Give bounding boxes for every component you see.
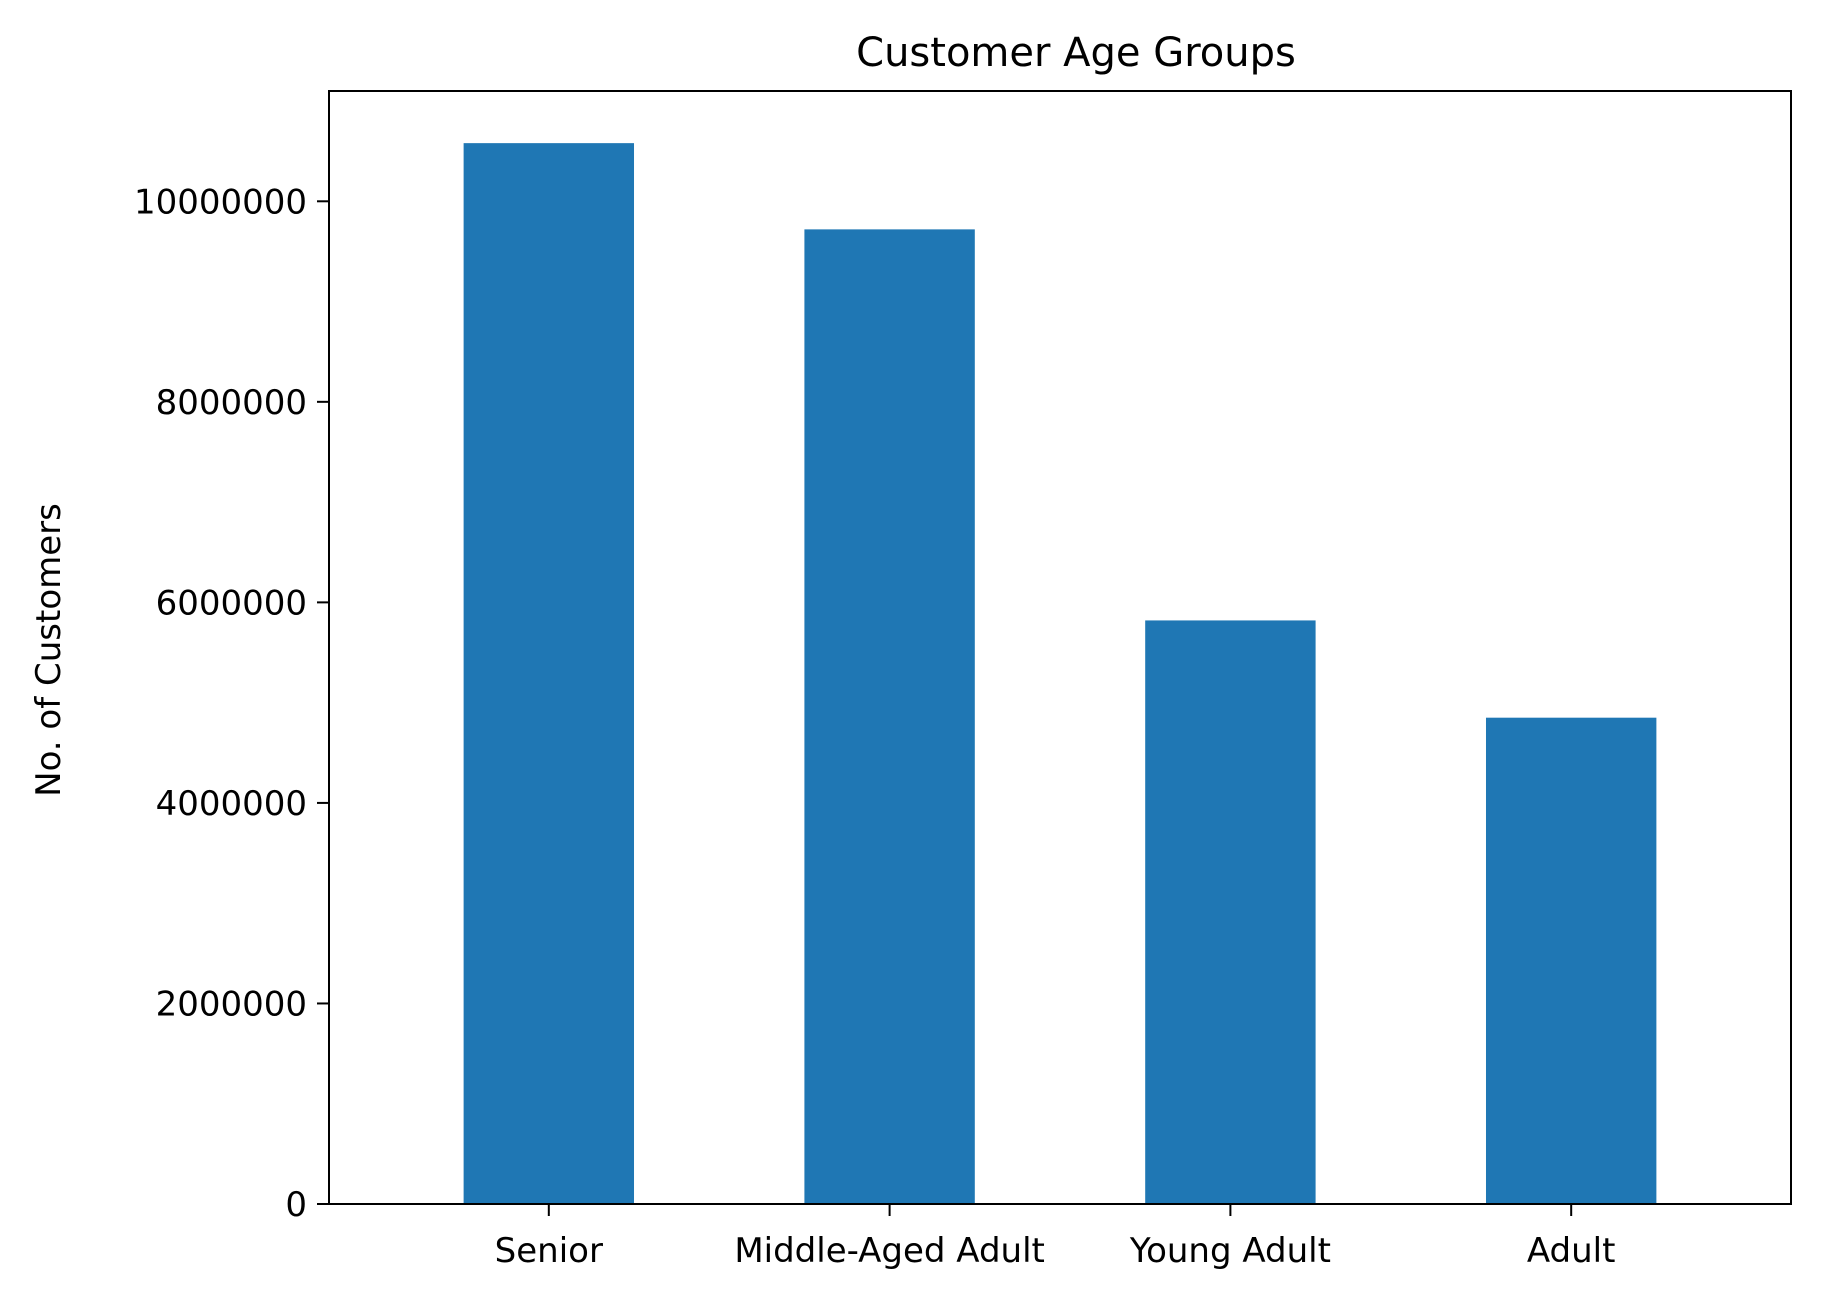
y-tick-label-0: 0	[285, 1185, 307, 1225]
y-tick-label-4: 8000000	[156, 383, 307, 423]
chart-title: Customer Age Groups	[856, 30, 1296, 76]
x-tick-label-0: Senior	[495, 1231, 603, 1271]
bar-1	[804, 229, 975, 1204]
y-tick-label-1: 2000000	[156, 984, 307, 1024]
x-tick-label-3: Adult	[1527, 1231, 1616, 1271]
y-tick-label-3: 6000000	[156, 583, 307, 623]
bar-2	[1145, 620, 1316, 1204]
bar-0	[463, 143, 635, 1205]
x-ticks-group: Senior Middle-Aged Adult Young Adult Adult	[495, 1204, 1616, 1271]
plot-area-frame	[328, 90, 1792, 1205]
bar-3	[1485, 717, 1657, 1204]
x-tick-label-1: Middle-Aged Adult	[734, 1231, 1045, 1271]
x-tick-label-2: Young Adult	[1129, 1231, 1331, 1271]
y-tick-label-5: 10000000	[134, 182, 307, 222]
y-ticks-group: 0 2000000 4000000 6000000 8000000 10000000	[134, 182, 329, 1225]
y-tick-label-2: 4000000	[156, 784, 307, 824]
y-axis-label: No. of Customers	[29, 503, 69, 797]
bars-group	[463, 143, 1657, 1205]
